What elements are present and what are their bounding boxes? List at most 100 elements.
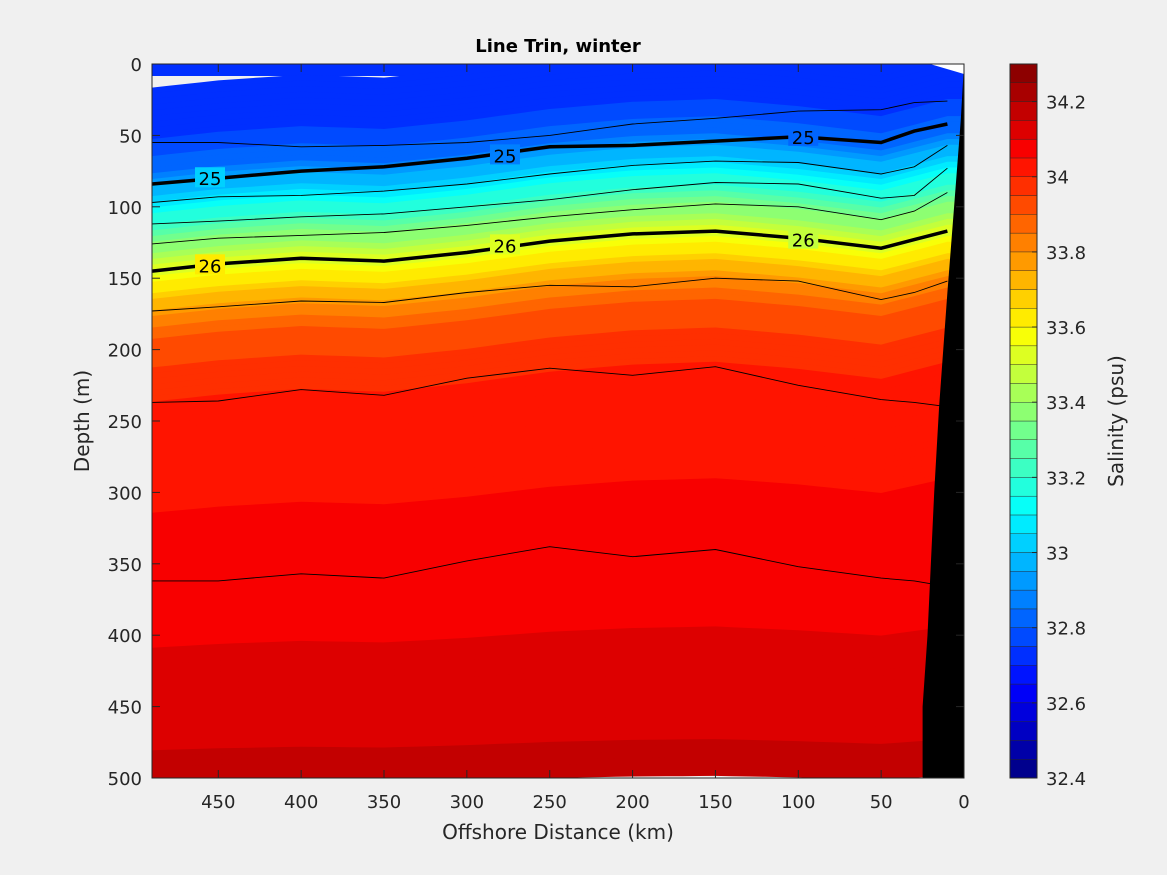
plot-area: 25 25 25 26 26 26 450 400 350 300 250 200 150 100 50 0… bbox=[108, 55, 970, 813]
colorbar-tick-label: 32.8 bbox=[1046, 619, 1086, 640]
density-contour-25 bbox=[152, 122, 948, 186]
density-contour bbox=[152, 192, 948, 245]
x-tick-label: 250 bbox=[533, 792, 567, 813]
colorbar-tick-label: 33.2 bbox=[1046, 468, 1086, 489]
colorbar-level bbox=[1009, 383, 1038, 403]
colorbar-tick-label: 33.6 bbox=[1046, 318, 1086, 339]
contour-label-bg bbox=[489, 144, 520, 165]
colorbar-level bbox=[1009, 308, 1038, 328]
density-contour bbox=[152, 167, 948, 225]
colorbar-level bbox=[1009, 589, 1038, 610]
density-contours bbox=[152, 100, 948, 588]
colorbar-level bbox=[1009, 82, 1038, 102]
colorbar-level bbox=[1009, 364, 1038, 384]
colorbar-level bbox=[1009, 458, 1038, 478]
colorbar-level bbox=[1009, 101, 1038, 121]
x-axis-ticks: 450 400 350 300 250 200 150 100 50 0 bbox=[201, 64, 970, 813]
density-contour bbox=[152, 546, 948, 588]
x-tick-label: 300 bbox=[450, 792, 484, 813]
contour-label: 26 bbox=[792, 231, 815, 252]
salinity-band bbox=[152, 64, 964, 107]
x-tick-label: 150 bbox=[698, 792, 732, 813]
colorbar-tick-label: 34 bbox=[1046, 168, 1069, 189]
x-tick-label: 0 bbox=[958, 792, 969, 813]
y-tick-label: 400 bbox=[108, 626, 142, 647]
colorbar-frame bbox=[1009, 63, 1038, 779]
salinity-field bbox=[152, 64, 964, 778]
colorbar-tick-label: 34.2 bbox=[1046, 93, 1086, 114]
colorbar-level bbox=[1009, 740, 1038, 760]
colorbar-level bbox=[1009, 214, 1038, 234]
x-tick-label: 450 bbox=[201, 792, 235, 813]
x-tick-label: 50 bbox=[870, 792, 893, 813]
salinity-band bbox=[152, 762, 964, 778]
contour-label: 25 bbox=[199, 169, 222, 190]
colorbar: 32.4 32.6 32.8 33 33.2 33.4 33.6 33.8 34 34.2 Sal… bbox=[1009, 63, 1128, 790]
y-tick-label: 200 bbox=[108, 341, 142, 362]
salinity-band bbox=[152, 768, 964, 778]
density-contour bbox=[152, 277, 948, 312]
colorbar-tick-label: 33 bbox=[1046, 544, 1069, 565]
colorbar-level bbox=[1009, 289, 1038, 309]
colorbar-level bbox=[1009, 571, 1038, 591]
colorbar-level bbox=[1009, 270, 1038, 290]
contour-label-bg bbox=[195, 254, 225, 275]
y-tick-label: 250 bbox=[108, 412, 142, 433]
colorbar-level bbox=[1009, 326, 1038, 347]
colorbar-level bbox=[1009, 345, 1038, 365]
density-contour bbox=[152, 145, 948, 203]
bathymetry-mask bbox=[922, 64, 964, 778]
y-tick-label: 150 bbox=[108, 269, 142, 290]
colorbar-tick-label: 33.8 bbox=[1046, 243, 1086, 264]
colorbar-level bbox=[1009, 495, 1038, 516]
contour-label: 26 bbox=[199, 256, 222, 277]
colorbar-label: Salinity (psu) bbox=[1104, 355, 1128, 487]
colorbar-ticks: 32.4 32.6 32.8 33 33.2 33.4 33.6 33.8 34 34.2 bbox=[1032, 93, 1086, 790]
colorbar-level bbox=[1009, 533, 1038, 553]
colorbar-level bbox=[1009, 176, 1038, 196]
y-tick-label: 300 bbox=[108, 483, 142, 504]
contour-label-bg bbox=[788, 228, 819, 249]
colorbar-level bbox=[1009, 195, 1038, 215]
chart-title: Line Trin, winter bbox=[475, 36, 641, 57]
x-tick-label: 100 bbox=[781, 792, 815, 813]
density-contour-26 bbox=[152, 229, 948, 273]
colorbar-level bbox=[1009, 627, 1038, 647]
colorbar-level bbox=[1009, 138, 1038, 159]
colorbar-level bbox=[1009, 157, 1038, 177]
contour-label: 25 bbox=[494, 146, 517, 167]
colorbar-level bbox=[1009, 251, 1038, 271]
y-tick-label: 100 bbox=[108, 198, 142, 219]
colorbar-level bbox=[1009, 759, 1038, 779]
y-tick-label: 0 bbox=[131, 55, 142, 76]
colorbar-tick-label: 32.6 bbox=[1046, 694, 1086, 715]
colorbar-level bbox=[1009, 439, 1038, 459]
colorbar-level bbox=[1009, 683, 1038, 704]
colorbar-level bbox=[1009, 477, 1038, 497]
contour-label: 25 bbox=[792, 128, 815, 149]
colorbar-level bbox=[1009, 420, 1038, 440]
x-tick-label: 400 bbox=[284, 792, 318, 813]
y-tick-label: 450 bbox=[108, 698, 142, 719]
contour-label: 26 bbox=[494, 236, 517, 257]
colorbar-level bbox=[1009, 514, 1038, 534]
colorbar-level bbox=[1009, 646, 1038, 666]
density-contour bbox=[152, 100, 948, 148]
colorbar-level bbox=[1009, 120, 1038, 140]
colorbar-level bbox=[1009, 232, 1038, 253]
colorbar-level bbox=[1009, 608, 1038, 628]
colorbar-tick-label: 32.4 bbox=[1046, 769, 1086, 790]
x-axis-label: Offshore Distance (km) bbox=[442, 820, 674, 844]
y-tick-label: 350 bbox=[108, 555, 142, 576]
colorbar-level bbox=[1009, 665, 1038, 685]
colorbar-level bbox=[1009, 702, 1038, 722]
y-axis-label: Depth (m) bbox=[70, 370, 94, 472]
colorbar-level bbox=[1009, 63, 1038, 83]
surface-gap bbox=[930, 64, 964, 74]
colorbar-level bbox=[1009, 552, 1038, 572]
colorbar-level bbox=[1009, 721, 1038, 741]
contour-label-bg bbox=[489, 234, 520, 255]
contour-labels: 25 25 25 26 26 26 bbox=[195, 125, 819, 277]
salinity-band bbox=[152, 64, 912, 95]
